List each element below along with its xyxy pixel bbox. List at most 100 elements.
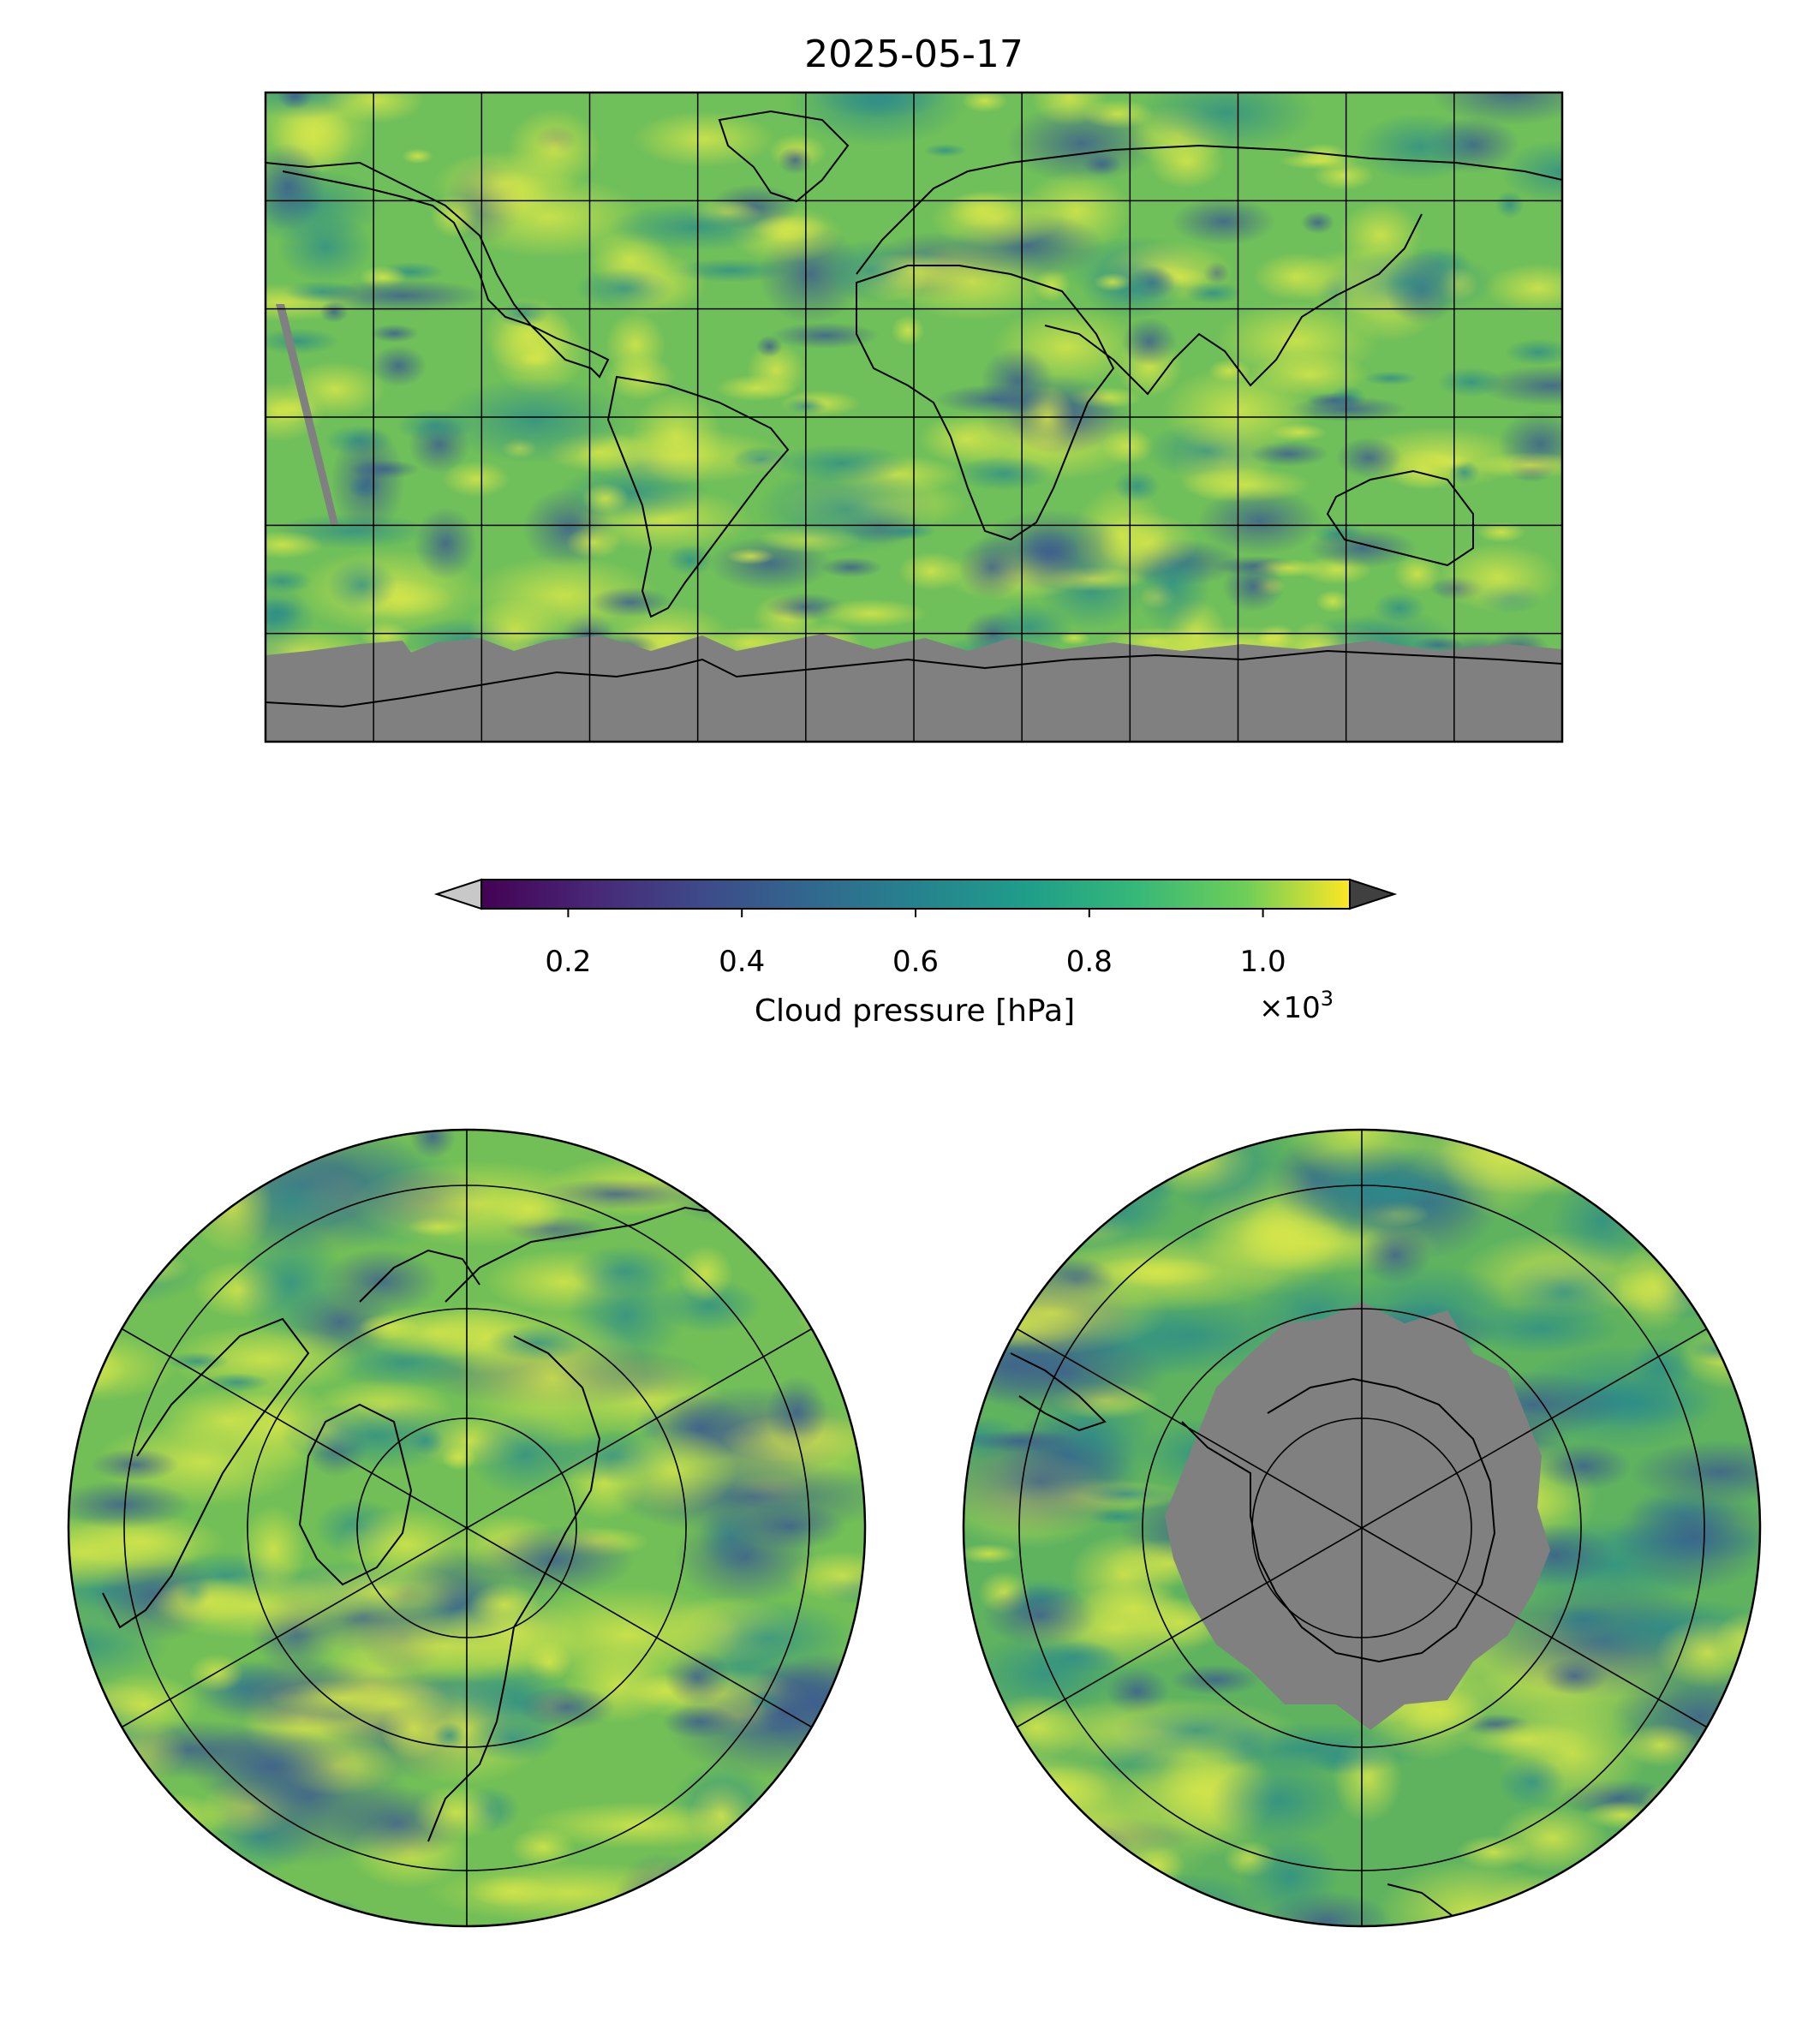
colorbar-over-extension — [1349, 878, 1398, 910]
cloud-patch — [474, 1525, 636, 1596]
colorbar-under-extension — [433, 878, 482, 910]
cloud-patch — [755, 464, 938, 555]
cloud-patch — [1116, 1705, 1276, 1756]
cloud-patch — [923, 144, 967, 158]
colorbar-label: Cloud pressure [hPa] — [755, 994, 1075, 1029]
cloud-patch — [761, 1654, 865, 1757]
meridian-line — [1361, 1527, 1711, 1730]
cloud-patch — [1031, 92, 1107, 126]
cloud-patch — [815, 599, 928, 629]
cloud-patch — [1298, 143, 1348, 166]
colorbar-multiplier: ×103 — [1259, 987, 1334, 1025]
cloud-patch — [277, 211, 373, 283]
cloud-patch — [677, 1244, 733, 1302]
north-polar-frame — [67, 1128, 867, 1928]
cloud-patch — [751, 213, 829, 242]
cloud-patch — [1171, 197, 1276, 246]
cloud-patch — [1458, 1721, 1592, 1758]
south-polar-frame — [962, 1128, 1762, 1928]
cloud-patch — [1170, 1664, 1262, 1696]
cloud-patch — [1121, 317, 1177, 367]
cloud-patch — [1179, 467, 1312, 503]
cloud-patch — [976, 509, 1126, 592]
cloud-patch — [755, 335, 783, 358]
colorbar-tick-label: 0.2 — [545, 945, 591, 979]
cloud-patch — [984, 1154, 1184, 1254]
cloud-patch — [891, 314, 925, 346]
south-polar-missing-antarctica — [1165, 1302, 1550, 1730]
cloud-patch — [606, 203, 785, 252]
coastline-north-america — [266, 161, 610, 379]
colorbar-gradient — [481, 880, 1350, 909]
cloud-patch — [1477, 1871, 1612, 1926]
global-coastlines — [266, 110, 1562, 708]
cloud-patch — [1428, 453, 1471, 469]
cloud-patch — [1714, 1611, 1760, 1668]
cloud-patch — [1364, 371, 1417, 385]
cloud-patch — [1621, 1723, 1700, 1767]
cloud-patch — [1498, 1757, 1566, 1808]
cloud-patch — [1315, 589, 1351, 613]
cloud-patch — [69, 1331, 178, 1403]
cloud-patch — [1026, 1640, 1125, 1674]
cloud-patch — [1495, 190, 1525, 218]
map-title: 2025-05-17 — [804, 33, 1023, 76]
cloud-patch — [982, 1584, 1097, 1647]
cloud-patch — [1550, 1174, 1654, 1269]
cloud-patch — [433, 150, 577, 218]
cloud-patch — [983, 1252, 1017, 1281]
cloud-patch — [673, 1508, 818, 1606]
cloud-patch — [1208, 1759, 1348, 1843]
cloud-patch — [581, 482, 630, 515]
cloud-patch — [266, 328, 339, 355]
cloud-patch — [281, 1563, 472, 1621]
cloud-patch — [820, 557, 882, 578]
colorbar-multiplier-exp: 3 — [1321, 987, 1334, 1011]
cloud-patch — [1113, 469, 1161, 504]
cloud-patch — [402, 148, 434, 164]
cloud-patch — [318, 279, 486, 313]
cloud-patch — [212, 1871, 281, 1926]
cloud-patch — [1079, 1580, 1188, 1637]
cloud-patch — [1322, 248, 1496, 317]
cloud-patch — [670, 1174, 865, 1230]
cloud-patch — [103, 1847, 273, 1926]
cloud-patch — [928, 188, 1062, 248]
cloud-patch — [813, 92, 949, 118]
global-map — [264, 91, 1564, 743]
cloud-patch — [743, 1130, 865, 1160]
cloud-patch — [1336, 437, 1403, 479]
cloud-patch — [1535, 1442, 1632, 1490]
cloud-patch — [266, 568, 313, 594]
cloud-patch — [1005, 1764, 1113, 1815]
meridian-line — [466, 1326, 816, 1529]
cloud-patch — [612, 1853, 708, 1926]
cloud-patch — [1614, 1481, 1760, 1592]
cloud-patch — [649, 1873, 787, 1926]
cloud-patch — [666, 544, 714, 576]
cloud-patch — [970, 1749, 1041, 1787]
cloud-patch — [1086, 1256, 1225, 1288]
cloud-patch — [964, 1543, 1019, 1565]
cloud-patch — [280, 1399, 472, 1472]
cloud-patch — [1196, 486, 1322, 555]
cloud-patch — [414, 507, 477, 580]
cloud-patch — [1688, 1876, 1760, 1895]
cloud-patch — [1256, 632, 1284, 645]
meridian-line — [1012, 1527, 1363, 1730]
coastline-alaska-polar — [359, 1249, 480, 1303]
cloud-patch — [955, 456, 1053, 491]
cloud-patch — [1356, 113, 1483, 181]
cloud-patch — [240, 1505, 307, 1594]
cloud-patch — [1010, 1871, 1125, 1907]
coastline-south-america — [606, 375, 790, 618]
cloud-patch — [69, 1176, 118, 1205]
cloud-patch — [609, 1427, 738, 1513]
cloud-patch — [1094, 272, 1131, 292]
cloud-patch — [575, 267, 674, 309]
cloud-patch — [297, 1608, 591, 1685]
cloud-patch — [369, 324, 419, 343]
south-polar-gridlines — [1012, 1130, 1711, 1926]
cloud-patch — [1630, 1146, 1760, 1264]
